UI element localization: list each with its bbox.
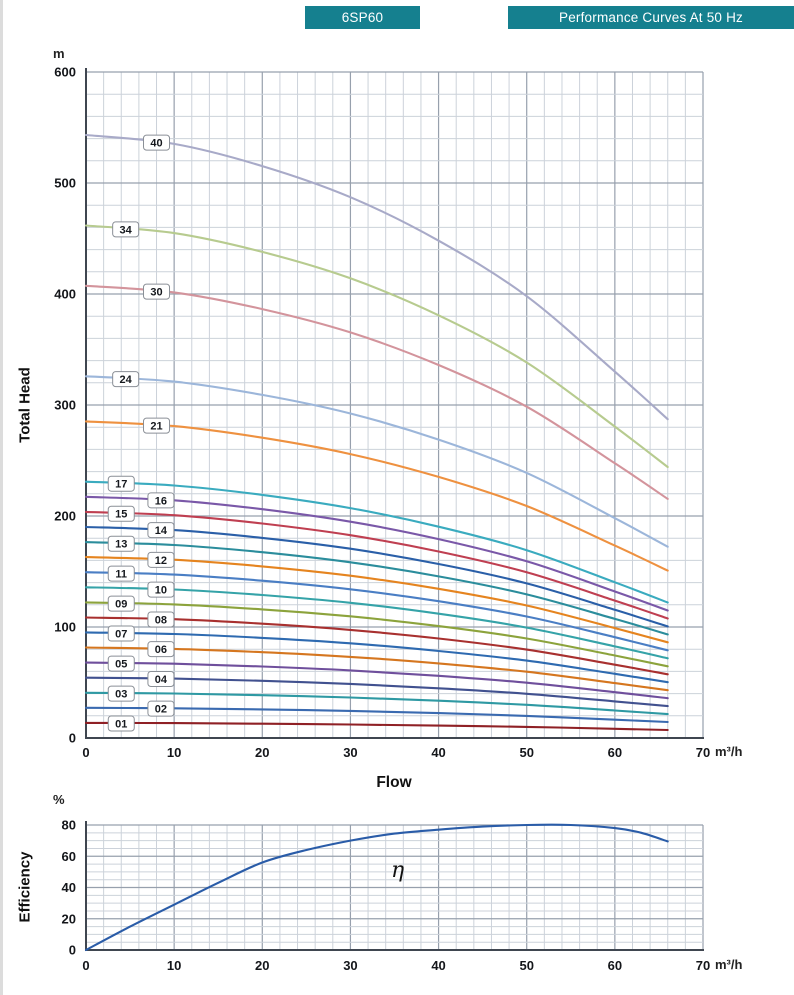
svg-text:50: 50 (519, 958, 533, 973)
svg-text:70: 70 (696, 745, 710, 760)
svg-text:40: 40 (62, 880, 76, 895)
svg-text:40: 40 (431, 745, 445, 760)
svg-text:21: 21 (150, 421, 162, 433)
model-label: 6SP60 (341, 10, 384, 25)
head-y-unit-label: m (53, 46, 65, 61)
svg-text:60: 60 (62, 849, 76, 864)
svg-text:20: 20 (255, 745, 269, 760)
svg-text:10: 10 (167, 745, 181, 760)
svg-text:07: 07 (115, 629, 127, 641)
head-x-axis-title: Flow (376, 774, 412, 791)
svg-text:30: 30 (343, 745, 357, 760)
svg-text:400: 400 (54, 287, 76, 302)
svg-text:0: 0 (82, 745, 89, 760)
eff-y-unit-label: % (53, 792, 65, 807)
svg-text:15: 15 (115, 509, 127, 521)
eta-annotation: η (391, 858, 405, 883)
svg-text:11: 11 (115, 569, 127, 581)
svg-text:12: 12 (155, 555, 167, 567)
performance-charts-svg: 0 10 20 30 40 50 60 700100200300400500600010203… (54, 65, 710, 974)
svg-text:100: 100 (54, 620, 76, 635)
svg-text:24: 24 (120, 374, 133, 386)
title-badge: Performance Curves At 50 Hz (508, 6, 794, 29)
model-badge: 6SP60 (305, 6, 420, 29)
svg-text:10: 10 (155, 585, 167, 597)
eff-y-axis-title: Efficiency (16, 851, 34, 923)
head-x-unit-label: m³/h (715, 744, 743, 759)
svg-text:04: 04 (155, 674, 168, 686)
svg-text:0: 0 (82, 958, 89, 973)
page-title: Performance Curves At 50 Hz (559, 10, 743, 25)
svg-text:50: 50 (519, 745, 533, 760)
svg-text:02: 02 (155, 704, 167, 716)
head-y-axis-title: Total Head (16, 367, 34, 443)
svg-text:13: 13 (115, 539, 127, 551)
svg-text:40: 40 (431, 958, 445, 973)
svg-text:70: 70 (696, 958, 710, 973)
svg-text:17: 17 (115, 479, 127, 491)
svg-text:08: 08 (155, 614, 167, 626)
svg-text:03: 03 (115, 689, 127, 701)
eff-x-unit-label: m³/h (715, 957, 743, 972)
svg-text:20: 20 (62, 911, 76, 926)
svg-text:14: 14 (155, 525, 168, 537)
svg-text:500: 500 (54, 176, 76, 191)
svg-text:40: 40 (150, 138, 162, 150)
svg-text:60: 60 (608, 958, 622, 973)
svg-text:09: 09 (115, 599, 127, 611)
svg-text:600: 600 (54, 65, 76, 80)
svg-text:30: 30 (150, 287, 162, 299)
svg-text:01: 01 (115, 718, 127, 730)
svg-text:0: 0 (69, 731, 76, 746)
svg-text:34: 34 (120, 224, 133, 236)
svg-text:80: 80 (62, 818, 76, 833)
svg-text:200: 200 (54, 509, 76, 524)
svg-text:10: 10 (167, 958, 181, 973)
svg-text:20: 20 (255, 958, 269, 973)
svg-text:300: 300 (54, 398, 76, 413)
svg-text:16: 16 (155, 495, 167, 507)
svg-text:0: 0 (69, 943, 76, 958)
svg-text:06: 06 (155, 644, 167, 656)
svg-text:30: 30 (343, 958, 357, 973)
svg-text:05: 05 (115, 659, 127, 671)
svg-text:60: 60 (608, 745, 622, 760)
